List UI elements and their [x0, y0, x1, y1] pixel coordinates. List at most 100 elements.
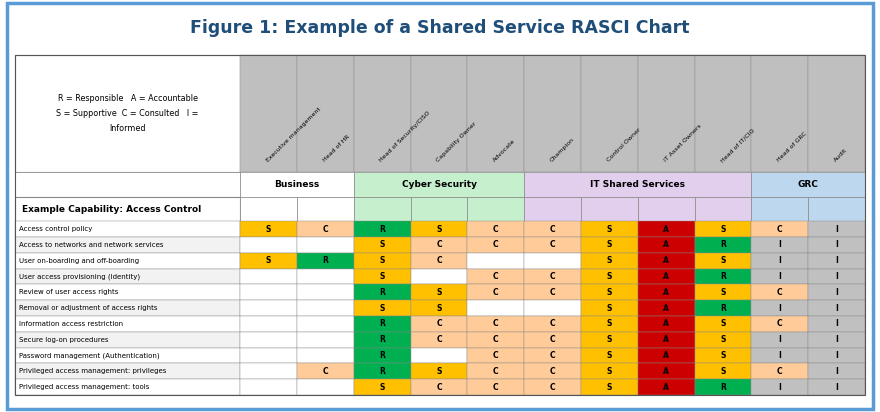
Text: Access to networks and network services: Access to networks and network services	[19, 242, 164, 248]
Bar	[752, 253, 808, 269]
Text: I: I	[835, 383, 838, 391]
Text: I: I	[779, 351, 781, 360]
Bar	[694, 269, 752, 284]
Bar	[240, 348, 297, 363]
Text: C: C	[493, 225, 499, 234]
Text: I: I	[835, 335, 838, 344]
Bar	[411, 300, 467, 316]
Text: S: S	[606, 367, 612, 376]
Bar	[240, 316, 297, 332]
Text: S: S	[606, 351, 612, 360]
Text: I: I	[835, 288, 838, 297]
Text: A: A	[664, 351, 669, 360]
Bar	[694, 348, 752, 363]
Text: S: S	[379, 383, 385, 391]
Bar	[15, 379, 240, 395]
Text: Privileged access management: tools: Privileged access management: tools	[19, 384, 150, 390]
Bar	[240, 379, 297, 395]
Bar	[15, 197, 240, 221]
Bar	[354, 332, 411, 348]
Bar	[467, 348, 524, 363]
Bar	[581, 221, 638, 237]
Bar	[694, 221, 752, 237]
Bar	[467, 197, 524, 221]
Bar	[297, 332, 354, 348]
Text: A: A	[664, 367, 669, 376]
Text: S: S	[266, 256, 271, 265]
Bar	[581, 363, 638, 379]
Bar	[240, 363, 297, 379]
Bar	[467, 363, 524, 379]
Bar	[752, 363, 808, 379]
Text: R: R	[720, 241, 726, 249]
Bar	[524, 316, 581, 332]
Text: I: I	[779, 272, 781, 281]
Bar	[808, 237, 865, 253]
Bar	[752, 221, 808, 237]
Text: R: R	[379, 335, 385, 344]
Text: Figure 1: Example of a Shared Service RASCI Chart: Figure 1: Example of a Shared Service RA…	[190, 19, 690, 37]
Text: S: S	[721, 335, 726, 344]
Bar	[694, 197, 752, 221]
Bar	[752, 172, 865, 197]
Bar	[694, 55, 752, 172]
Bar	[808, 55, 865, 172]
Bar	[752, 332, 808, 348]
Text: S: S	[721, 351, 726, 360]
Text: S: S	[606, 225, 612, 234]
Text: I: I	[835, 256, 838, 265]
Bar	[467, 253, 524, 269]
Text: IT Asset Owners: IT Asset Owners	[663, 124, 702, 163]
Text: C: C	[777, 288, 782, 297]
Bar	[581, 197, 638, 221]
Text: Privileged access management: privileges: Privileged access management: privileges	[19, 368, 166, 375]
Text: Capability Owner: Capability Owner	[436, 121, 477, 163]
Bar	[581, 237, 638, 253]
Bar	[694, 253, 752, 269]
Text: C: C	[436, 319, 442, 328]
Bar	[297, 300, 354, 316]
Text: C: C	[550, 367, 555, 376]
Text: Secure log-on procedures: Secure log-on procedures	[19, 337, 109, 343]
Bar	[297, 221, 354, 237]
Bar	[581, 316, 638, 332]
Bar	[524, 332, 581, 348]
Bar	[297, 253, 354, 269]
Text: S: S	[721, 256, 726, 265]
Bar	[581, 253, 638, 269]
Bar	[524, 269, 581, 284]
Text: Cyber Security: Cyber Security	[401, 180, 477, 189]
Text: S: S	[379, 304, 385, 313]
Bar	[297, 379, 354, 395]
Bar	[411, 197, 467, 221]
Text: S: S	[606, 241, 612, 249]
Bar	[638, 237, 694, 253]
Bar	[638, 363, 694, 379]
Text: R: R	[379, 367, 385, 376]
Bar	[15, 172, 240, 197]
Bar	[240, 253, 297, 269]
Bar	[297, 348, 354, 363]
Bar	[694, 379, 752, 395]
Bar	[354, 253, 411, 269]
Text: C: C	[436, 241, 442, 249]
Bar	[411, 379, 467, 395]
Text: R: R	[720, 272, 726, 281]
Bar	[524, 221, 581, 237]
Bar	[411, 237, 467, 253]
Bar	[240, 332, 297, 348]
Bar	[694, 237, 752, 253]
Text: C: C	[493, 319, 499, 328]
Text: C: C	[493, 383, 499, 391]
Bar	[15, 284, 240, 300]
Bar	[752, 269, 808, 284]
Bar	[467, 55, 524, 172]
Text: C: C	[550, 383, 555, 391]
Text: C: C	[493, 367, 499, 376]
Bar	[638, 332, 694, 348]
Text: C: C	[493, 351, 499, 360]
Text: Executive management: Executive management	[265, 106, 321, 163]
Text: A: A	[664, 383, 669, 391]
Bar	[752, 348, 808, 363]
Bar	[411, 221, 467, 237]
